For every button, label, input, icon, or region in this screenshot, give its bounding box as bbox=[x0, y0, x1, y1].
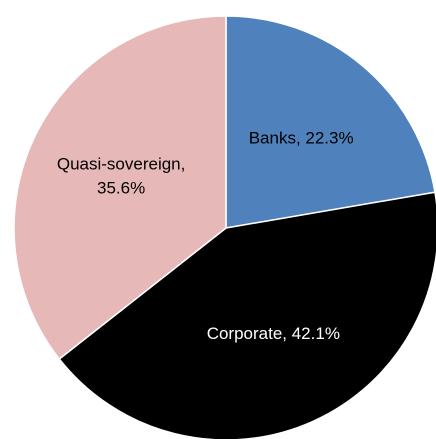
slice-label: 35.6% bbox=[97, 179, 145, 198]
pie-slice bbox=[225, 15, 436, 229]
slice-label: Corporate, 42.1% bbox=[207, 324, 340, 343]
slice-label: Banks, 22.3% bbox=[249, 128, 354, 147]
pie-slice bbox=[58, 191, 436, 439]
pie-slice bbox=[13, 15, 227, 361]
slice-label: Quasi-sovereign, bbox=[57, 155, 186, 174]
